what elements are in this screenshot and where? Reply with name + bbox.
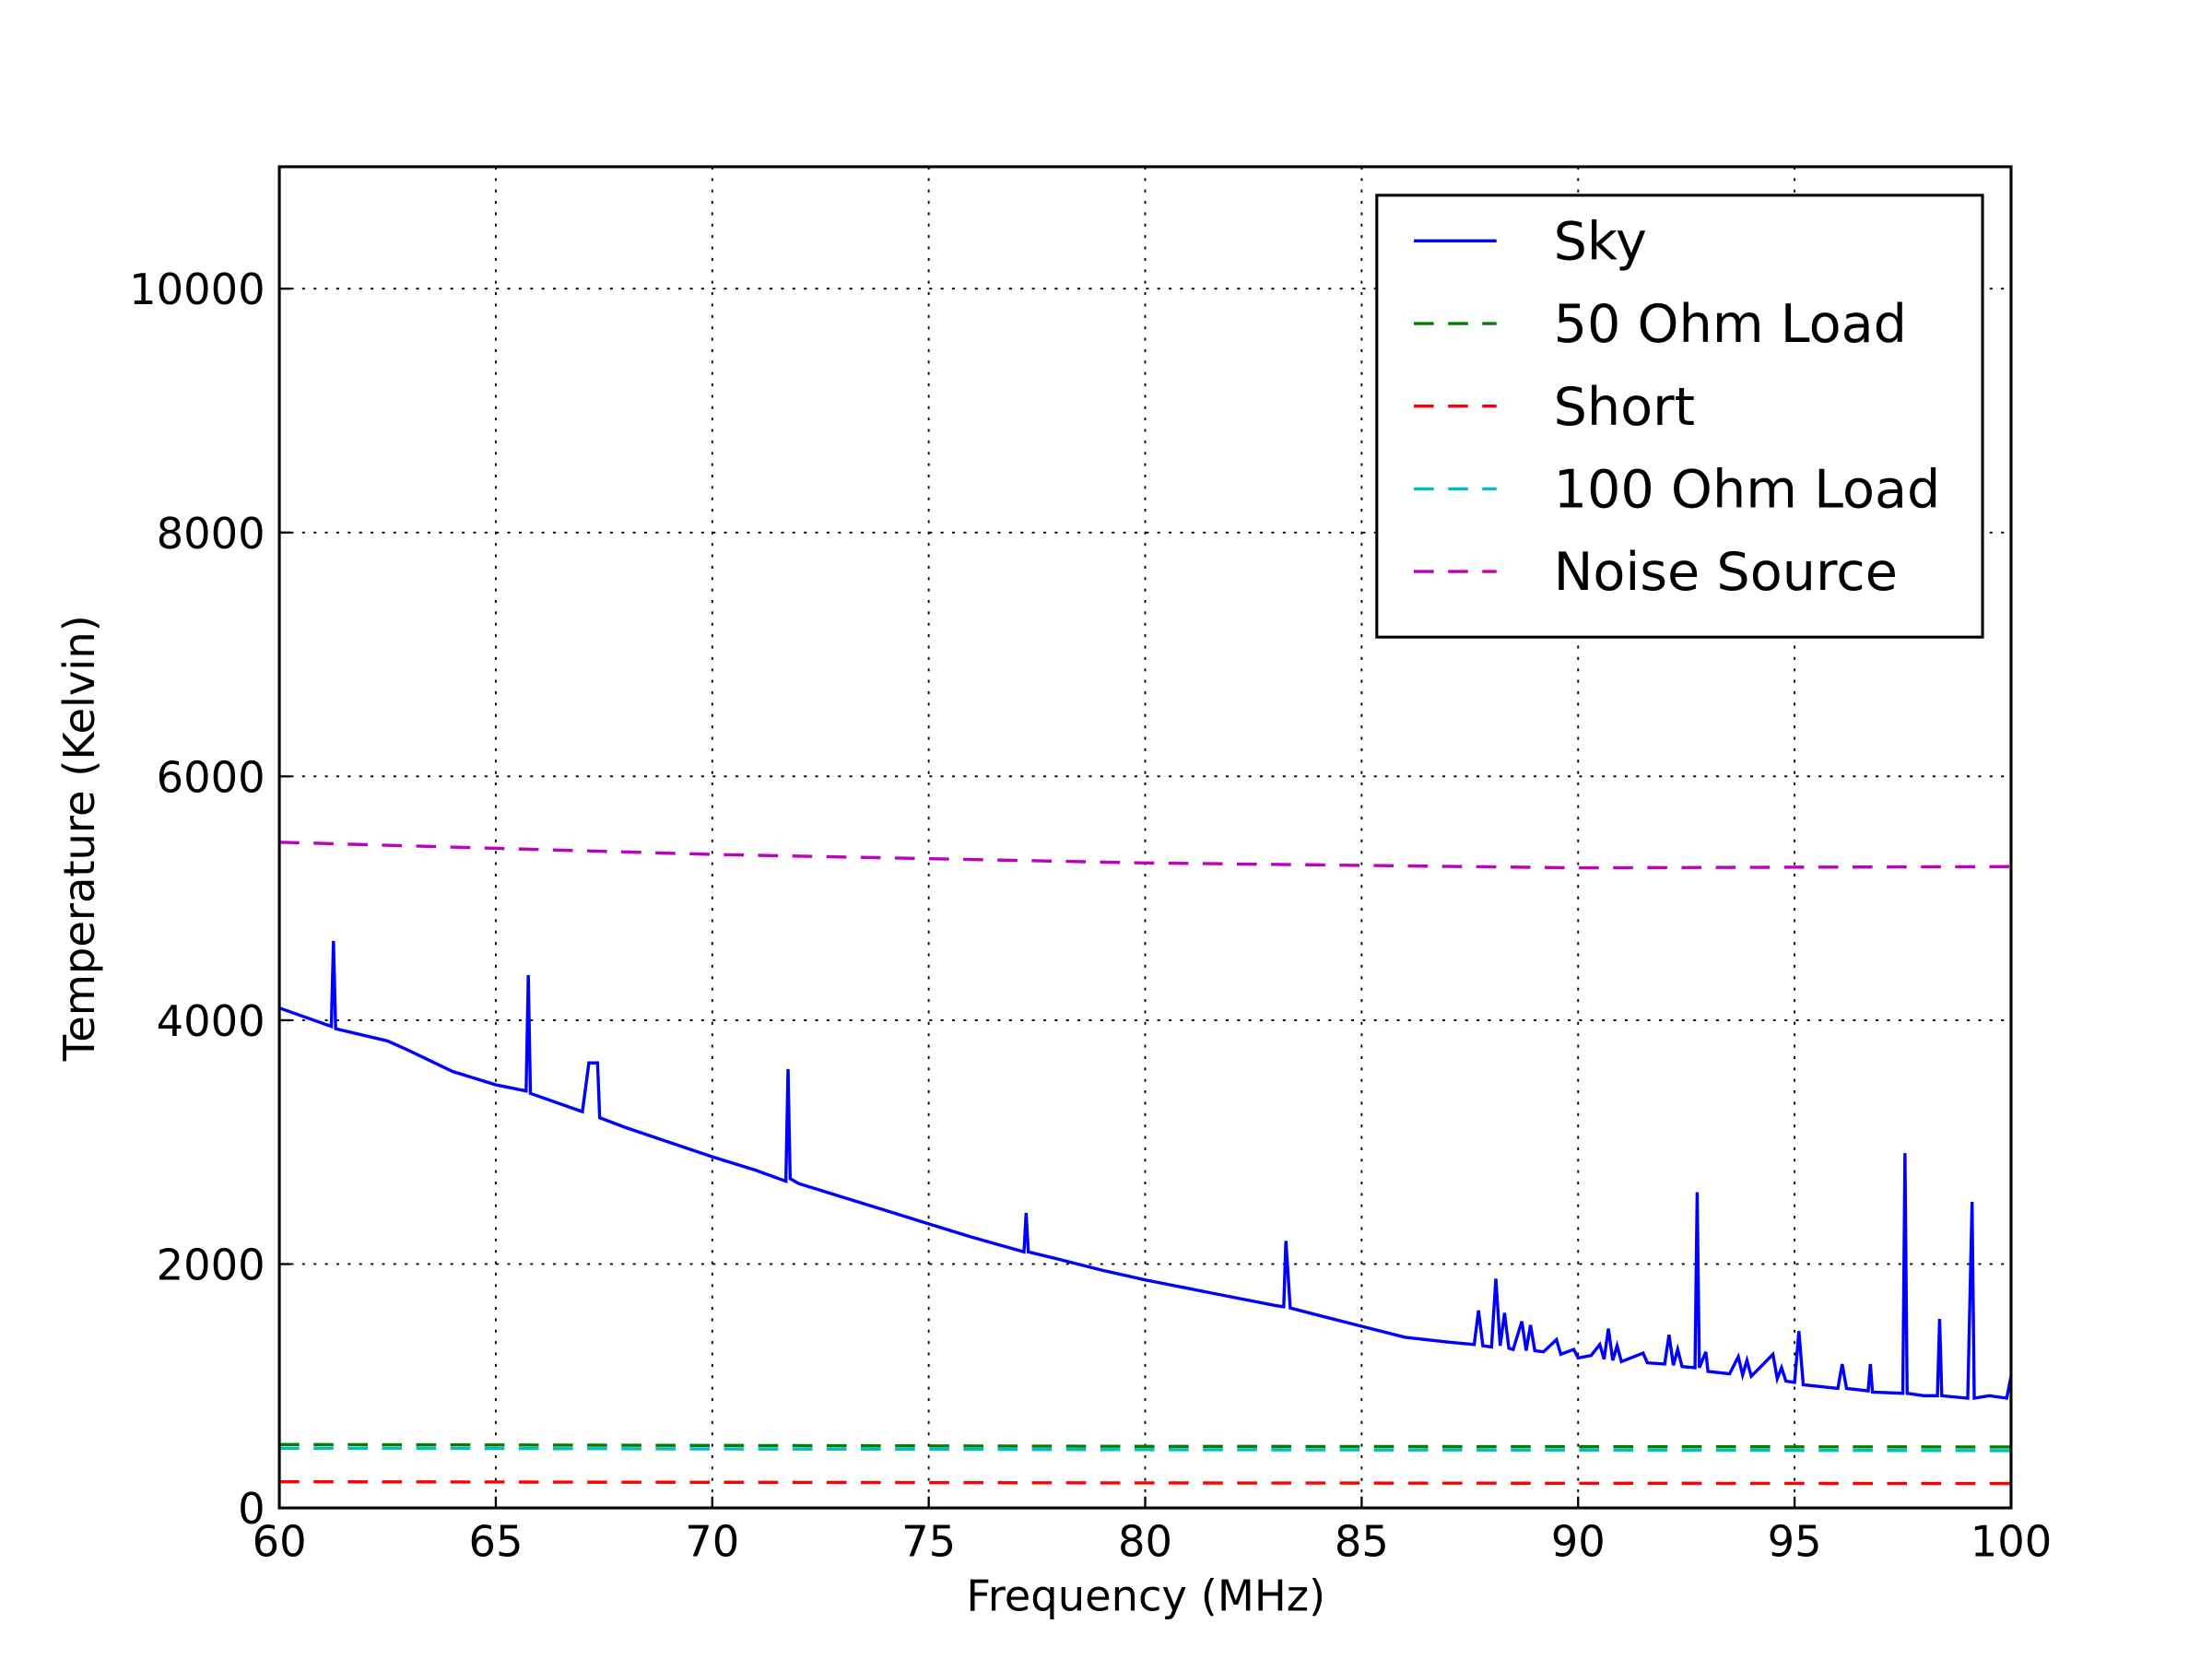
- series-line: [279, 1479, 2011, 1486]
- plot-frame: [277, 165, 2013, 1510]
- y-tick-label: 6000: [157, 752, 265, 802]
- series-line: [279, 841, 2011, 870]
- legend-label: 50 Ohm Load: [1554, 294, 1907, 355]
- y-tick-label: 0: [238, 1484, 265, 1534]
- legend-label: Noise Source: [1554, 542, 1898, 603]
- x-tick-label: 85: [1335, 1517, 1389, 1567]
- x-tick-label: 60: [253, 1517, 307, 1567]
- y-tick-label: 4000: [157, 996, 265, 1046]
- x-tick-label: 100: [1971, 1517, 2053, 1567]
- series-line: [279, 1442, 2011, 1449]
- x-tick-label: 95: [1768, 1517, 1822, 1567]
- x-tick-label: 80: [1118, 1517, 1172, 1567]
- legend-label: 100 Ohm Load: [1554, 460, 1941, 521]
- x-axis-label: Frequency (MHz): [966, 1571, 1325, 1620]
- y-tick-label: 2000: [157, 1241, 265, 1290]
- series-line: [278, 940, 2013, 1401]
- x-tick-label: 75: [901, 1517, 956, 1567]
- y-tick-label: 8000: [157, 509, 265, 559]
- legend-label: Sky: [1554, 211, 1647, 272]
- x-tick-label: 70: [685, 1517, 739, 1567]
- series-line: [279, 1446, 2011, 1453]
- legend-box: [1375, 194, 1984, 639]
- x-tick-label: 90: [1551, 1517, 1606, 1567]
- x-tick-label: 65: [468, 1517, 523, 1567]
- y-tick-label: 10000: [129, 265, 265, 314]
- y-axis-label: Temperature (Kelvin): [54, 615, 104, 1062]
- legend-label: Short: [1554, 377, 1696, 438]
